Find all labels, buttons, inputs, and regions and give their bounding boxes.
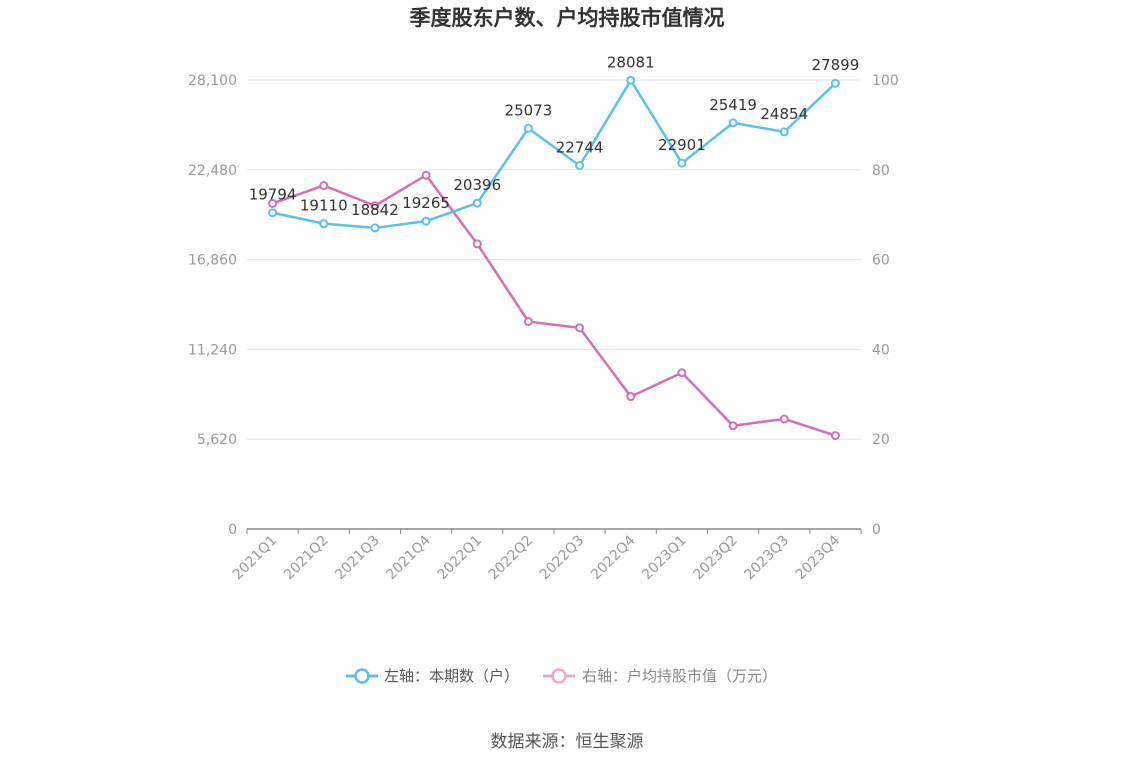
- source-note: 数据来源：恒生聚源: [491, 732, 644, 752]
- data-point-left[interactable]: [626, 75, 636, 85]
- data-point-left[interactable]: [779, 127, 789, 137]
- series-line-left: [272, 79, 837, 230]
- data-label: 25073: [505, 101, 553, 119]
- data-point-right[interactable]: [472, 239, 482, 249]
- data-point-left[interactable]: [728, 118, 738, 128]
- y-left-tick-label: 11,240: [188, 342, 237, 358]
- data-label: 19794: [249, 186, 297, 204]
- x-tick-label: 2022Q1: [434, 533, 485, 584]
- data-point-left[interactable]: [319, 219, 329, 229]
- legend-label-left: 左轴：本期数（户）: [384, 667, 519, 685]
- data-point-right[interactable]: [421, 170, 431, 180]
- y-left-tick-label: 28,100: [188, 73, 237, 89]
- data-label: 24854: [760, 105, 808, 123]
- chart-title: 季度股东户数、户均持股市值情况: [410, 6, 725, 30]
- axes: 0 0 5,620 20 11,240 40 16,860 60 22,480 80 28,100 1…: [188, 73, 899, 583]
- data-point-right[interactable]: [575, 323, 585, 333]
- x-tick-label: 2023Q1: [639, 533, 690, 584]
- data-point-right[interactable]: [728, 421, 738, 431]
- legend-swatch-marker-left: [354, 668, 370, 684]
- series-line-right: [272, 173, 836, 437]
- y-left-tick-label: 16,860: [188, 253, 237, 269]
- y-right-tick-label: 0: [872, 522, 881, 538]
- data-point-right[interactable]: [677, 368, 687, 378]
- data-point-right[interactable]: [779, 414, 789, 424]
- data-label: 28081: [607, 53, 655, 71]
- series-points: [268, 75, 840, 441]
- y-right-tick-label: 40: [872, 342, 890, 358]
- legend-swatch-marker-right: [551, 668, 567, 684]
- data-point-right[interactable]: [626, 392, 636, 402]
- y-left-tick-label: 5,620: [197, 432, 237, 448]
- data-label: 22901: [658, 136, 706, 154]
- x-tick-label: 2021Q1: [230, 533, 281, 584]
- data-point-right[interactable]: [268, 198, 278, 208]
- x-tick-label: 2023Q3: [741, 533, 792, 584]
- data-point-left[interactable]: [575, 161, 585, 171]
- x-tick-label: 2021Q4: [383, 532, 434, 583]
- series-lines: [272, 79, 837, 437]
- data-point-left[interactable]: [370, 223, 380, 233]
- y-right-tick-label: 60: [872, 253, 890, 269]
- y-right-tick-label: 20: [872, 432, 890, 448]
- legend-label-right: 右轴：户均持股市值（万元）: [582, 667, 777, 685]
- y-left-tick-label: 22,480: [188, 163, 237, 179]
- data-point-left[interactable]: [677, 158, 687, 168]
- x-tick-label: 2022Q3: [537, 533, 588, 584]
- x-tick-label: 2021Q2: [281, 533, 332, 584]
- data-point-left[interactable]: [268, 208, 278, 218]
- data-label: 20396: [453, 176, 501, 194]
- y-left-tick-label: 0: [228, 522, 237, 538]
- data-label: 19110: [300, 197, 348, 215]
- x-tick-label: 2023Q4: [793, 532, 844, 583]
- data-point-left[interactable]: [472, 198, 482, 208]
- x-tick-label: 2023Q2: [690, 533, 741, 584]
- data-label: 18842: [351, 201, 399, 219]
- grid-lines: [247, 79, 861, 440]
- data-point-left[interactable]: [421, 216, 431, 226]
- data-point-left[interactable]: [830, 78, 840, 88]
- x-tick-label: 2021Q3: [332, 533, 383, 584]
- data-label: 19265: [402, 194, 450, 212]
- x-tick-label: 2022Q4: [588, 532, 639, 583]
- data-label: 22744: [556, 139, 604, 157]
- legend-item-right-axis[interactable]: 右轴：户均持股市值（万元）: [543, 667, 777, 685]
- data-point-right[interactable]: [523, 317, 533, 327]
- data-point-left[interactable]: [523, 123, 533, 133]
- legend-item-left-axis[interactable]: 左轴：本期数（户）: [346, 667, 519, 685]
- data-point-right[interactable]: [370, 201, 380, 211]
- data-point-right[interactable]: [319, 181, 329, 191]
- legend: 左轴：本期数（户） 右轴：户均持股市值（万元）: [346, 667, 777, 685]
- data-point-right[interactable]: [830, 431, 840, 441]
- y-right-tick-label: 80: [872, 163, 890, 179]
- y-right-tick-label: 100: [872, 73, 899, 89]
- data-label: 25419: [709, 96, 757, 114]
- data-label: 27899: [812, 56, 860, 74]
- x-tick-label: 2022Q2: [486, 533, 537, 584]
